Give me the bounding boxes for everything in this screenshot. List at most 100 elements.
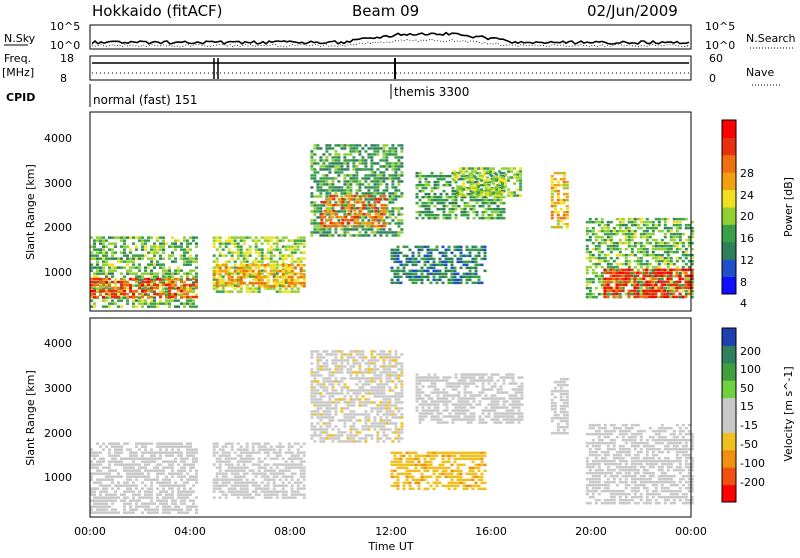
power-data-cell	[471, 182, 474, 185]
vel-data-cell	[168, 508, 171, 511]
power-data-cell	[150, 278, 153, 281]
power-data-cell	[607, 224, 610, 227]
vel-data-cell	[261, 472, 264, 475]
power-data-cell	[264, 287, 267, 290]
power-data-cell	[337, 174, 340, 177]
vel-data-cell	[213, 454, 216, 457]
power-data-cell	[310, 195, 313, 198]
vel-data-cell	[322, 383, 325, 386]
power-data-cell	[111, 248, 114, 251]
power-data-cell	[93, 245, 96, 248]
vel-data-cell	[346, 440, 349, 443]
power-data-cell	[397, 195, 400, 198]
vel-data-cell	[228, 454, 231, 457]
vel-data-cell	[352, 404, 355, 407]
power-data-cell	[276, 245, 279, 248]
power-data-cell	[397, 234, 400, 237]
vel-data-cell	[237, 481, 240, 484]
power-data-cell	[625, 254, 628, 257]
vel-data-cell	[114, 508, 117, 511]
power-data-cell	[484, 255, 487, 258]
power-data-cell	[462, 182, 465, 185]
power-data-cell	[391, 162, 394, 165]
power-data-cell	[554, 190, 557, 193]
vel-data-cell	[141, 472, 144, 475]
power-data-cell	[625, 233, 628, 236]
power-data-cell	[322, 231, 325, 234]
power-data-cell	[373, 180, 376, 183]
power-data-cell	[622, 242, 625, 245]
vel-data-cell	[189, 442, 192, 445]
power-data-cell	[171, 287, 174, 290]
power-cbar-swatch	[722, 155, 736, 173]
power-data-cell	[310, 156, 313, 159]
power-data-cell	[598, 260, 601, 263]
power-data-cell	[189, 236, 192, 239]
power-data-cell	[422, 202, 425, 205]
power-data-cell	[685, 224, 688, 227]
power-data-cell	[607, 236, 610, 239]
power-data-cell	[663, 284, 666, 287]
power-data-cell	[353, 195, 356, 198]
power-data-cell	[246, 287, 249, 290]
power-data-cell	[586, 287, 589, 290]
power-data-cell	[346, 168, 349, 171]
power-data-cell	[498, 194, 501, 197]
vel-data-cell	[355, 431, 358, 434]
vel-data-cell	[168, 493, 171, 496]
vel-data-cell	[231, 487, 234, 490]
power-data-cell	[566, 193, 569, 196]
power-data-cell	[434, 175, 437, 178]
power-data-cell	[365, 225, 368, 228]
power-data-cell	[448, 282, 451, 285]
power-data-cell	[449, 211, 452, 214]
vel-data-cell	[186, 454, 189, 457]
power-data-cell	[400, 276, 403, 279]
vel-data-cell	[168, 460, 171, 463]
power-data-cell	[376, 162, 379, 165]
vel-data-cell	[138, 472, 141, 475]
power-data-cell	[150, 287, 153, 290]
power-data-cell	[603, 296, 606, 299]
vel-data-cell	[331, 407, 334, 410]
vel-data-cell	[171, 493, 174, 496]
vel-data-cell	[285, 460, 288, 463]
power-data-cell	[183, 302, 186, 305]
power-data-cell	[673, 236, 676, 239]
power-data-cell	[171, 242, 174, 245]
vel-data-cell	[328, 407, 331, 410]
power-data-cell	[612, 272, 615, 275]
power-data-cell	[670, 236, 673, 239]
power-data-cell	[595, 275, 598, 278]
power-data-cell	[678, 278, 681, 281]
power-data-cell	[480, 194, 483, 197]
vel-data-cell	[117, 475, 120, 478]
vel-data-cell	[120, 475, 123, 478]
power-data-cell	[586, 227, 589, 230]
power-data-cell	[551, 211, 554, 214]
power-data-cell	[141, 299, 144, 302]
power-data-cell	[667, 287, 670, 290]
power-data-cell	[252, 287, 255, 290]
power-data-cell	[231, 236, 234, 239]
vel-data-cell	[180, 472, 183, 475]
power-data-cell	[231, 282, 234, 285]
power-data-cell	[323, 210, 326, 213]
power-data-cell	[606, 290, 609, 293]
power-data-cell	[664, 245, 667, 248]
vel-data-cell	[291, 496, 294, 499]
velocity-data	[90, 350, 694, 514]
power-data-cell	[114, 296, 117, 299]
vel-data-cell	[183, 466, 186, 469]
vel-data-cell	[352, 362, 355, 365]
power-data-cell	[628, 266, 631, 269]
vel-data-cell	[117, 496, 120, 499]
power-data-cell	[168, 266, 171, 269]
power-data-cell	[682, 251, 685, 254]
power-data-cell	[397, 273, 400, 276]
power-data-cell	[563, 181, 566, 184]
power-data-cell	[667, 284, 670, 287]
vel-data-cell	[352, 392, 355, 395]
power-cbar-swatch	[722, 259, 736, 277]
power-data-cell	[624, 275, 627, 278]
